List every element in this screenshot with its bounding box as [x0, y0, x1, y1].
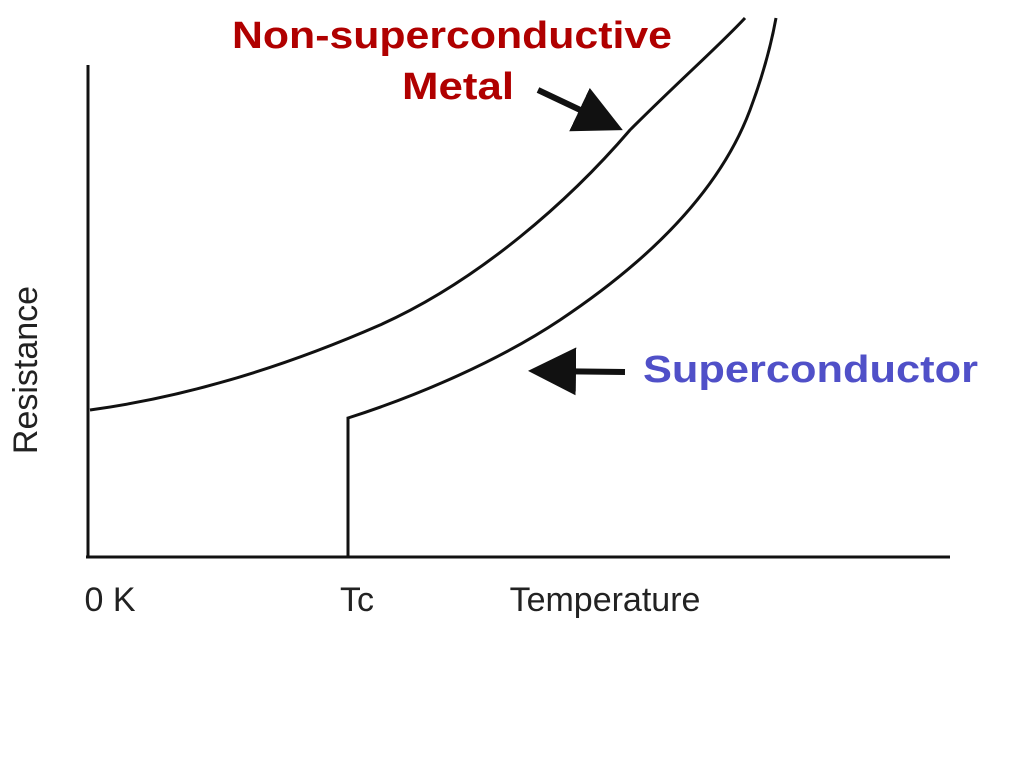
superconductor-curve [346, 17, 778, 557]
superconductor-arrow [528, 347, 626, 396]
x-tick-label: Tc [340, 581, 374, 619]
superconductor-label: Superconductor [643, 349, 978, 391]
metal-label: Non-superconductive [232, 15, 672, 57]
metal-label: Metal [402, 66, 514, 108]
y-axis-label: Resistance [7, 286, 45, 454]
metal-arrow [536, 87, 623, 132]
x-axis-label: Temperature [510, 581, 701, 619]
x-tick-label: 0 K [84, 581, 135, 619]
metal-curve [89, 16, 747, 412]
